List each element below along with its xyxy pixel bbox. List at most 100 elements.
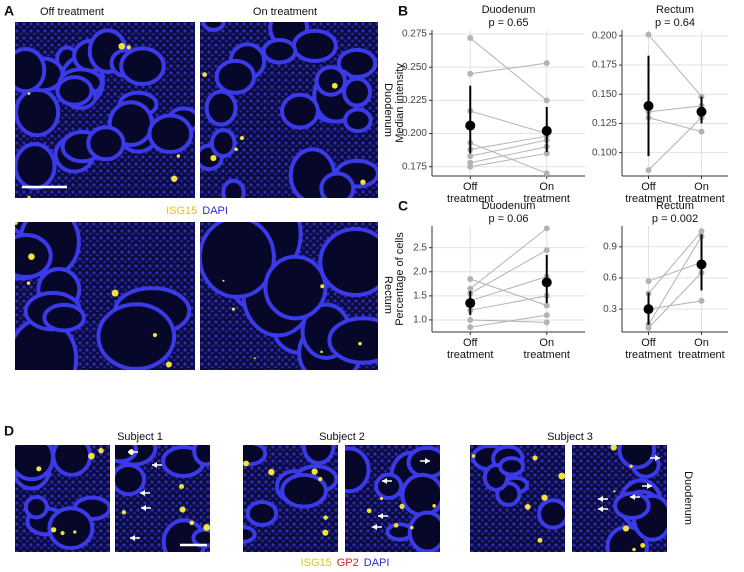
signal-speck bbox=[558, 472, 565, 480]
crypt bbox=[15, 87, 61, 138]
x-tick-label: Off treatment bbox=[447, 181, 494, 205]
crypt bbox=[214, 58, 257, 95]
subject-line bbox=[648, 261, 702, 282]
subject-line bbox=[648, 34, 702, 97]
plot-background bbox=[622, 226, 728, 332]
crypt bbox=[115, 462, 147, 497]
subject-point bbox=[467, 153, 474, 160]
subject-title: Subject 3 bbox=[547, 431, 593, 443]
subject-point bbox=[543, 97, 550, 104]
subject-line bbox=[470, 110, 547, 135]
y-tick-label: 0.6 bbox=[603, 273, 617, 284]
crypt bbox=[15, 47, 47, 94]
signal-speck bbox=[323, 515, 328, 520]
arrow-head bbox=[425, 458, 430, 464]
crypt bbox=[47, 506, 95, 551]
signal-speck bbox=[471, 454, 476, 458]
signal-speck bbox=[243, 460, 250, 467]
crypt bbox=[147, 113, 194, 155]
y-tick-label: 0.200 bbox=[402, 128, 427, 139]
signal-speck bbox=[36, 466, 42, 472]
signal-speck bbox=[189, 520, 195, 526]
crypt bbox=[115, 445, 138, 464]
signal-speck bbox=[60, 530, 65, 536]
microscopy-image bbox=[572, 445, 667, 552]
crypt bbox=[221, 178, 246, 198]
signal-speck bbox=[268, 468, 275, 476]
crypt bbox=[245, 499, 279, 527]
x-tick-label: On treatment bbox=[523, 337, 570, 361]
signal-speck bbox=[202, 72, 207, 77]
row-label: Duodenum bbox=[382, 83, 394, 137]
y-tick-label: 0.225 bbox=[402, 95, 427, 106]
y-tick-label: 0.175 bbox=[402, 161, 427, 172]
chart-title: Duodenum bbox=[482, 200, 536, 212]
crypt bbox=[374, 472, 404, 501]
signal-speck bbox=[222, 279, 225, 282]
subject-point bbox=[645, 324, 652, 331]
arrow-head bbox=[655, 455, 660, 461]
subject-line bbox=[470, 139, 547, 157]
subject-point bbox=[645, 167, 652, 174]
arrow-head bbox=[647, 483, 652, 489]
stain-legend: ISG15 DAPI bbox=[166, 205, 228, 217]
x-tick-label: On treatment bbox=[678, 181, 725, 205]
crypt bbox=[613, 491, 651, 521]
signal-speck bbox=[126, 45, 131, 50]
signal-speck bbox=[629, 464, 633, 468]
x-tick-label: Off treatment bbox=[625, 337, 672, 361]
y-tick-label: 1.5 bbox=[413, 291, 427, 302]
crypt bbox=[314, 65, 348, 97]
subject-line bbox=[470, 276, 547, 302]
signal-speck bbox=[50, 527, 57, 533]
crypt bbox=[327, 316, 378, 365]
signal-speck bbox=[179, 483, 185, 490]
stain-name: ISG15 bbox=[301, 557, 332, 569]
crypt bbox=[280, 472, 328, 509]
subject-point bbox=[543, 302, 550, 309]
subject-line bbox=[648, 117, 702, 133]
microscopy-image bbox=[200, 22, 378, 198]
y-axis-title: Median intensity bbox=[394, 63, 406, 143]
signal-speck bbox=[73, 530, 77, 534]
subject-title: Subject 1 bbox=[117, 431, 163, 443]
mean-point bbox=[465, 298, 476, 309]
signal-speck bbox=[366, 508, 372, 514]
signal-speck bbox=[331, 82, 338, 89]
crypt bbox=[201, 22, 226, 32]
signal-speck bbox=[632, 547, 636, 552]
signal-speck bbox=[622, 525, 630, 532]
chart-subtitle: p = 0.06 bbox=[488, 213, 528, 225]
subject-point bbox=[645, 31, 652, 38]
arrow-head bbox=[152, 462, 157, 468]
y-tick-label: 2.5 bbox=[413, 242, 427, 253]
y-tick-label: 0.175 bbox=[592, 60, 617, 71]
arrow-head bbox=[130, 535, 135, 541]
subject-line bbox=[470, 62, 547, 75]
signal-speck bbox=[399, 503, 405, 509]
subject-point bbox=[698, 297, 705, 304]
crypt bbox=[537, 498, 565, 530]
subject-line bbox=[648, 117, 702, 171]
signal-speck bbox=[27, 195, 31, 198]
signal-speck bbox=[98, 447, 104, 454]
crypt bbox=[42, 302, 86, 333]
subject-point bbox=[467, 285, 474, 292]
y-tick-label: 2.0 bbox=[413, 266, 427, 277]
subject-point bbox=[467, 163, 474, 170]
subject-point bbox=[543, 312, 550, 319]
crypt bbox=[319, 171, 356, 198]
stain-name: GP2 bbox=[337, 557, 359, 569]
x-tick-label: On treatment bbox=[678, 337, 725, 361]
signal-speck bbox=[410, 525, 414, 530]
column-header: Off treatment bbox=[40, 6, 104, 18]
subject-point bbox=[543, 225, 550, 232]
subject-line bbox=[648, 105, 702, 113]
mean-point bbox=[465, 120, 476, 131]
crypt bbox=[243, 525, 257, 544]
signal-speck bbox=[432, 504, 436, 508]
signal-speck bbox=[541, 494, 548, 501]
y-tick-label: 0.125 bbox=[592, 118, 617, 129]
